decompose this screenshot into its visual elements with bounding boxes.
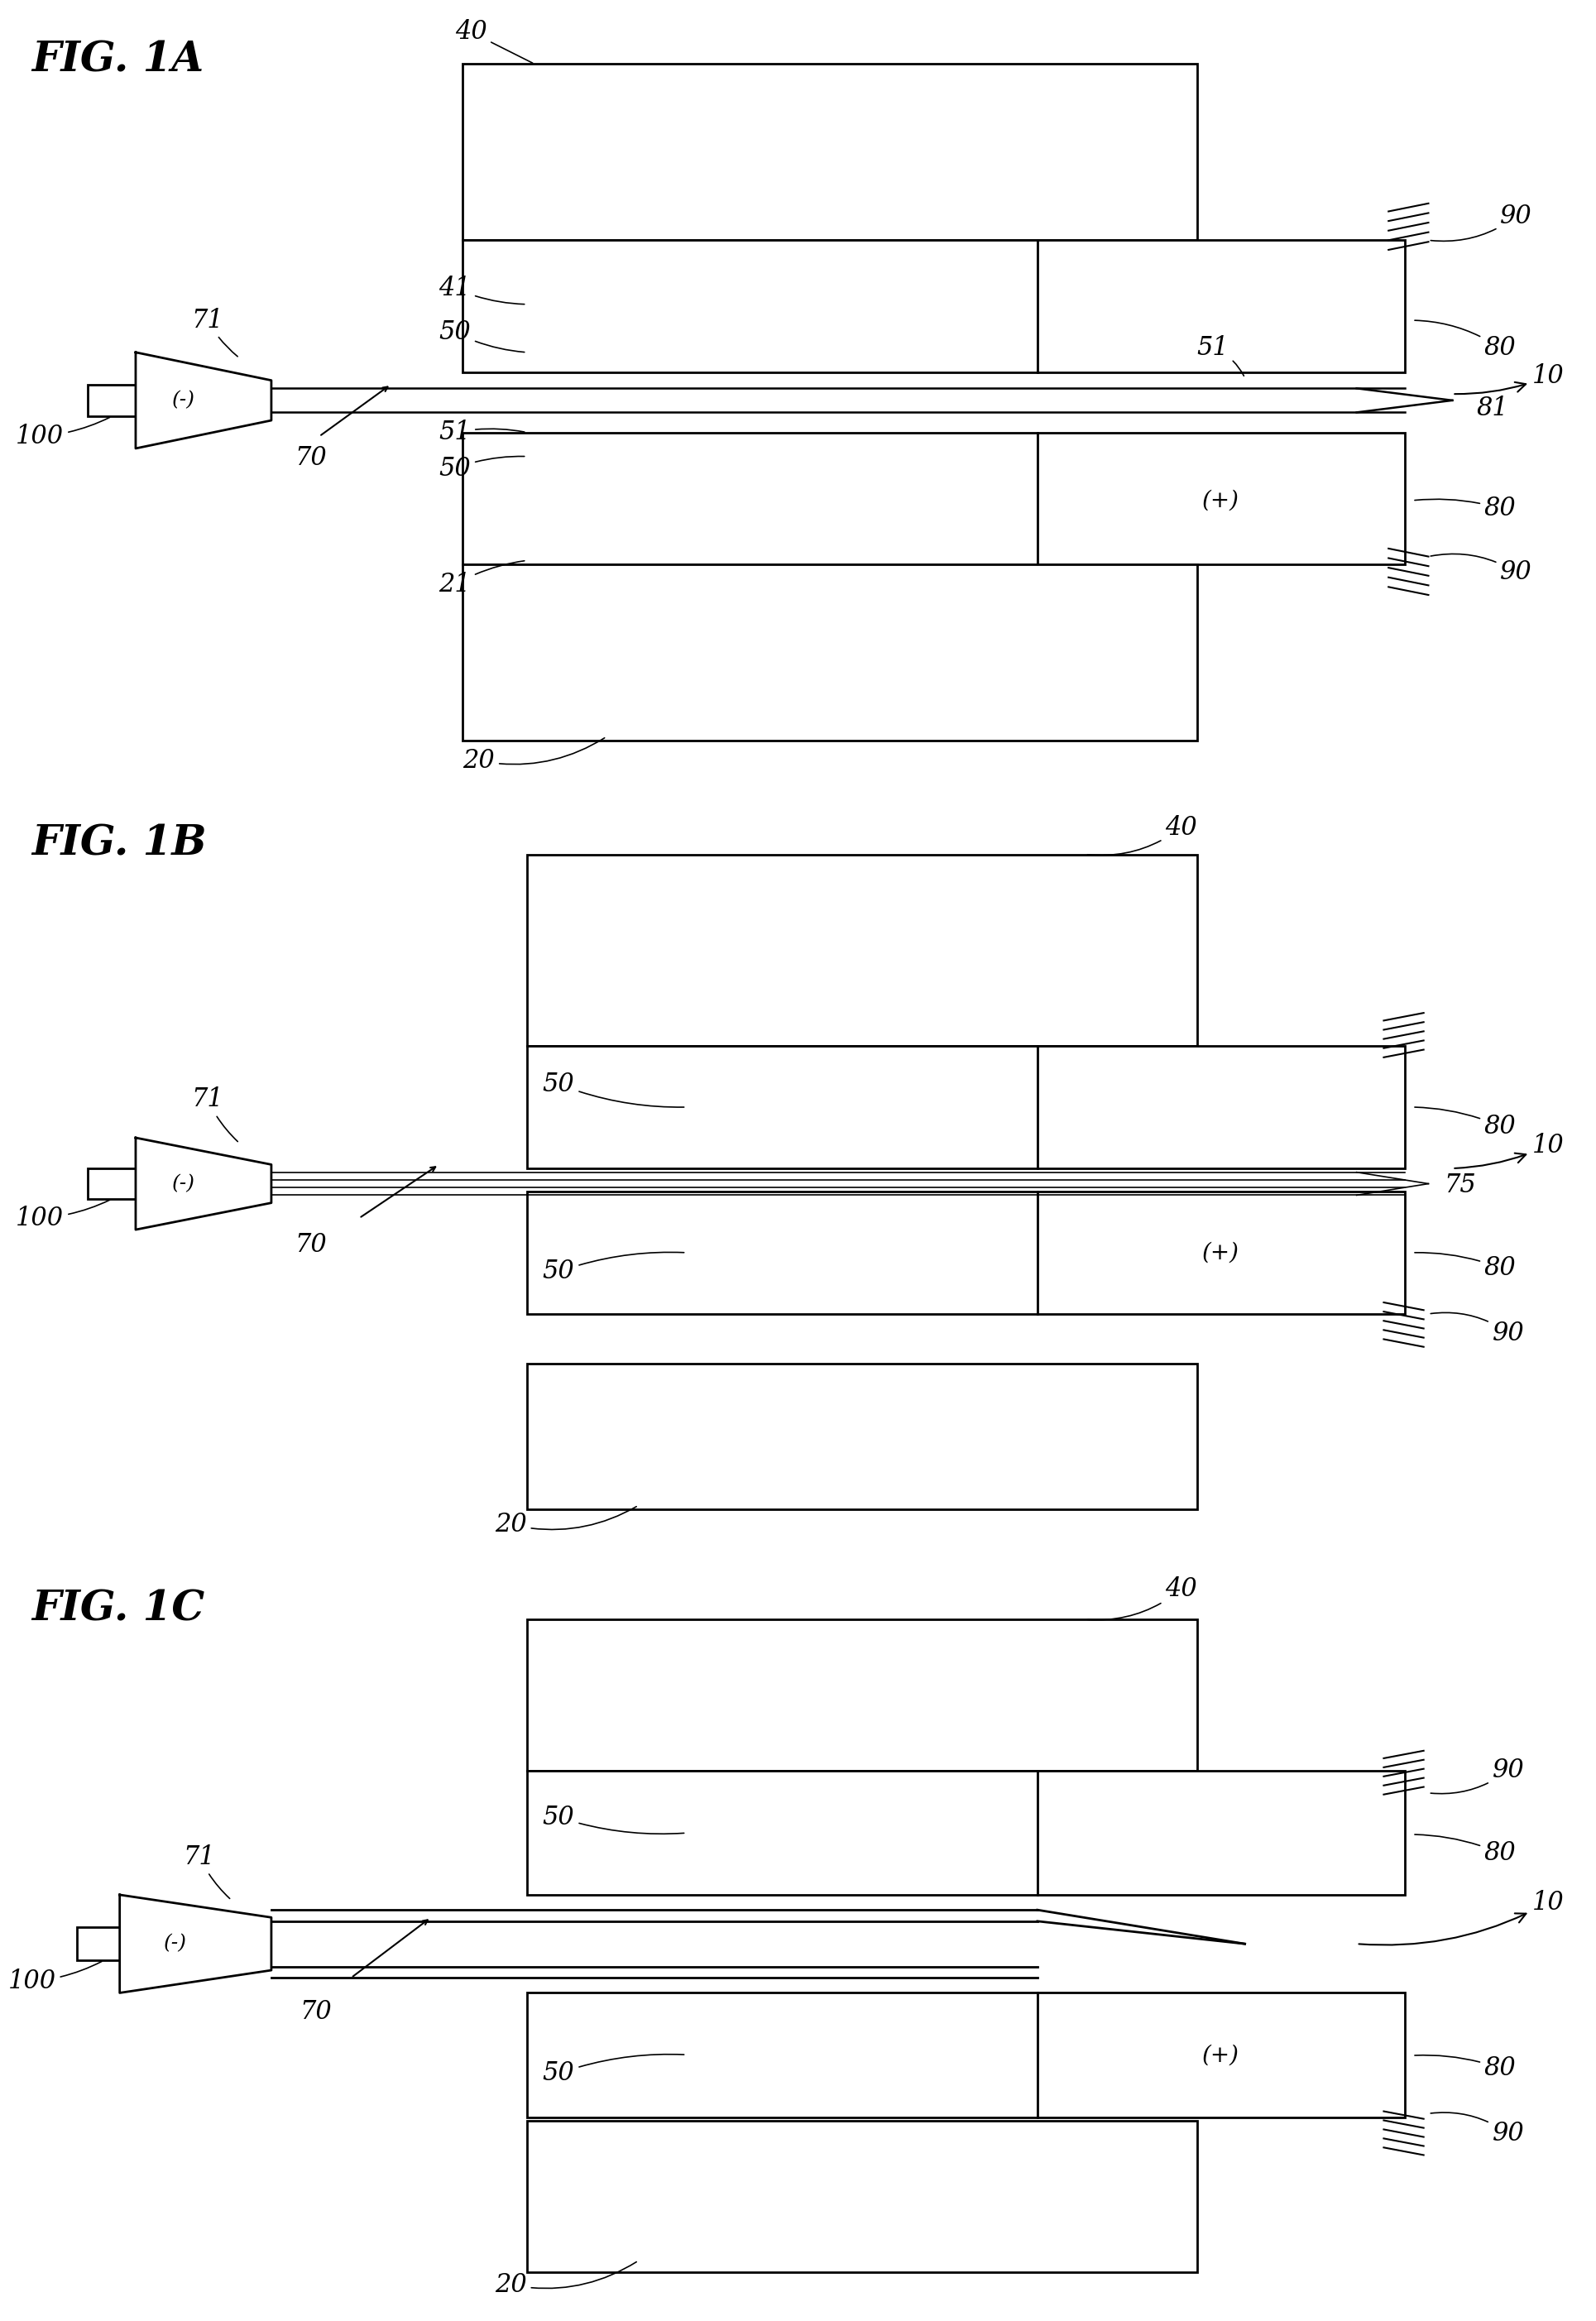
Polygon shape (136, 1137, 271, 1230)
Text: (+): (+) (1202, 490, 1240, 511)
FancyBboxPatch shape (1037, 1047, 1404, 1167)
Text: 71: 71 (192, 1086, 238, 1142)
Polygon shape (136, 353, 271, 448)
Text: 80: 80 (1414, 2054, 1516, 2082)
Text: 80: 80 (1414, 1834, 1516, 1866)
Text: 50: 50 (543, 2054, 685, 2087)
Text: 90: 90 (1430, 204, 1532, 241)
FancyBboxPatch shape (527, 1047, 1037, 1167)
Text: 70: 70 (295, 1232, 327, 1258)
Text: 10: 10 (1454, 1133, 1564, 1167)
Text: 75: 75 (1444, 1172, 1476, 1198)
Text: 40: 40 (1087, 1576, 1197, 1620)
Text: (+): (+) (1202, 1242, 1240, 1265)
Text: 100: 100 (16, 1200, 110, 1230)
Text: 90: 90 (1430, 2112, 1524, 2147)
FancyBboxPatch shape (1037, 1191, 1404, 1314)
FancyBboxPatch shape (527, 1994, 1037, 2117)
Text: 40: 40 (1087, 815, 1197, 854)
Text: 51: 51 (1197, 337, 1243, 376)
Text: 10: 10 (1454, 364, 1564, 395)
FancyBboxPatch shape (1037, 241, 1404, 371)
FancyBboxPatch shape (527, 1771, 1037, 1894)
Text: 90: 90 (1430, 555, 1532, 585)
Text: 20: 20 (463, 738, 605, 773)
FancyBboxPatch shape (527, 1620, 1197, 1771)
Polygon shape (120, 1894, 271, 1994)
FancyBboxPatch shape (1037, 432, 1404, 564)
FancyBboxPatch shape (527, 1191, 1037, 1314)
FancyBboxPatch shape (463, 65, 1197, 241)
FancyBboxPatch shape (463, 564, 1197, 740)
Text: 21: 21 (439, 562, 525, 596)
Text: (-): (-) (164, 1933, 187, 1954)
FancyBboxPatch shape (463, 432, 1037, 564)
Text: 90: 90 (1430, 1314, 1524, 1346)
Text: 90: 90 (1430, 1757, 1524, 1794)
Text: (-): (-) (172, 390, 195, 411)
Text: 50: 50 (543, 1072, 685, 1107)
FancyBboxPatch shape (527, 2121, 1197, 2272)
Text: 50: 50 (439, 455, 525, 480)
FancyBboxPatch shape (1037, 1771, 1404, 1894)
Text: 81: 81 (1476, 395, 1508, 420)
Text: (+): (+) (1202, 2045, 1240, 2066)
Text: 80: 80 (1414, 1107, 1516, 1140)
Text: 50: 50 (543, 1253, 685, 1284)
Text: 40: 40 (455, 19, 533, 63)
FancyBboxPatch shape (463, 241, 1037, 371)
Text: 80: 80 (1414, 1253, 1516, 1281)
Text: 71: 71 (192, 306, 238, 357)
Text: 100: 100 (8, 1961, 102, 1994)
Text: FIG. 1A: FIG. 1A (32, 39, 204, 81)
Text: 70: 70 (295, 446, 327, 471)
Text: 80: 80 (1414, 320, 1516, 362)
Text: 71: 71 (184, 1845, 230, 1899)
Text: FIG. 1B: FIG. 1B (32, 824, 207, 863)
Text: 80: 80 (1414, 497, 1516, 522)
Text: 41: 41 (439, 276, 525, 304)
FancyBboxPatch shape (1037, 1994, 1404, 2117)
Text: 20: 20 (495, 2263, 637, 2298)
FancyBboxPatch shape (527, 1365, 1197, 1509)
Text: 100: 100 (16, 418, 110, 450)
Text: 50: 50 (543, 1803, 685, 1834)
FancyBboxPatch shape (527, 854, 1197, 1047)
Text: 10: 10 (1358, 1889, 1564, 1945)
Text: 50: 50 (439, 320, 525, 353)
Text: 70: 70 (300, 1998, 332, 2024)
Text: (-): (-) (172, 1174, 195, 1193)
Text: 20: 20 (495, 1506, 637, 1537)
FancyBboxPatch shape (88, 1167, 136, 1200)
Text: 51: 51 (439, 420, 525, 446)
FancyBboxPatch shape (88, 385, 136, 415)
Text: FIG. 1C: FIG. 1C (32, 1590, 204, 1629)
FancyBboxPatch shape (77, 1926, 120, 1961)
